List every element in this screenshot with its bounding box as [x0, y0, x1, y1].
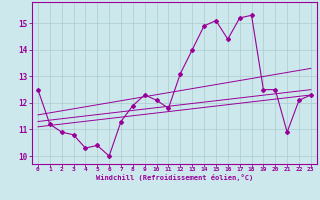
X-axis label: Windchill (Refroidissement éolien,°C): Windchill (Refroidissement éolien,°C): [96, 174, 253, 181]
